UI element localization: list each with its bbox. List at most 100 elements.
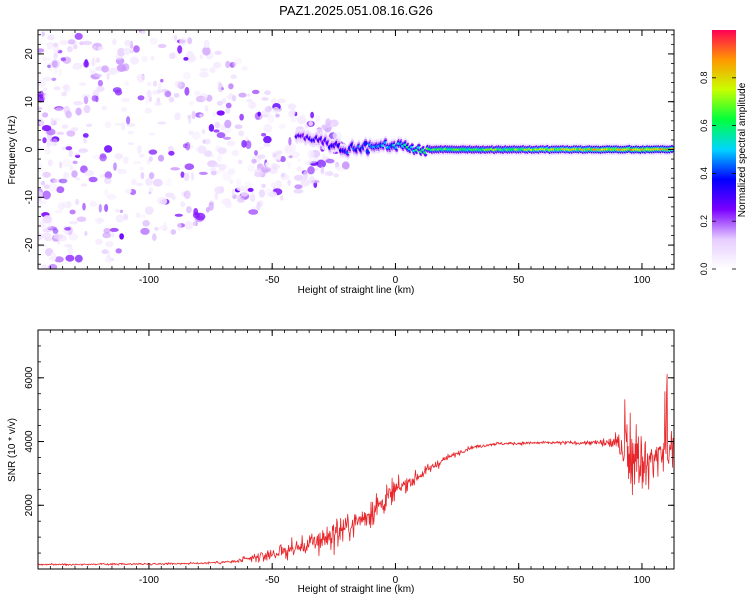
snr-frame (37, 329, 675, 570)
spectrogram-cell (212, 112, 216, 118)
spectrogram-cell (141, 55, 148, 63)
snr-series-line (38, 373, 674, 566)
spectrogram-cell (316, 159, 327, 168)
snr-panel: -100 -50 0 50 100 2000 4000 6000 Height of stra… (7, 329, 675, 595)
colorbar-label: Normalized spectral amplitude (737, 82, 748, 217)
spectrogram-cell (271, 164, 281, 170)
spectrogram-cell (234, 124, 243, 129)
spectrogram-cell (67, 246, 74, 256)
spectrogram-cell (231, 95, 237, 102)
spectrogram-cell (104, 188, 108, 196)
spectrogram-cell (220, 87, 224, 91)
spectrogram-cell (203, 150, 213, 157)
spectrogram-cell (98, 203, 102, 213)
spectrogram-cell (217, 81, 222, 86)
spectrogram-cell (333, 173, 339, 178)
spectrogram-cell (53, 117, 61, 122)
spectrogram-cell (51, 59, 60, 69)
spectrogram-cell (251, 89, 260, 95)
spectrogram-cell (65, 254, 75, 262)
spectrogram-cell (129, 56, 139, 65)
spectrogram-cell (180, 201, 186, 208)
spectrogram-cell (308, 121, 314, 126)
spectrogram-cell (184, 163, 195, 170)
spectrogram-cell (41, 125, 52, 132)
spectrogram-cell (38, 80, 45, 85)
spectrogram-cell (112, 38, 117, 45)
spectrogram-cell (104, 204, 109, 212)
spectrogram-cell (293, 189, 304, 194)
spectrogram-cell (191, 110, 196, 120)
spectrogram-cell (195, 212, 206, 221)
spectrogram-cell (57, 202, 65, 211)
spectrogram-cell (183, 57, 189, 61)
spectrogram-cell (244, 181, 253, 188)
spectrogram-cell (127, 130, 134, 135)
spectrogram-cell (238, 130, 245, 137)
spectrogram-cell (268, 191, 278, 198)
spectrogram-cell (280, 156, 286, 163)
spectrogram-cell (43, 76, 52, 82)
spectrogram-cell (259, 189, 265, 198)
spectrogram-cell (203, 39, 210, 49)
spectrogram-cell (159, 199, 168, 205)
spectrogram-cell (174, 213, 183, 217)
spectrogram-cell (216, 100, 223, 106)
spectrogram-cell (103, 227, 111, 234)
spectrogram-cell (136, 74, 145, 83)
snr-xlabel: Height of straight line (km) (298, 584, 415, 595)
y-tick-label: 2000 (24, 494, 35, 517)
spectrogram-cell (47, 34, 55, 41)
spectrogram-cell (258, 146, 265, 151)
spectrogram-cell (198, 171, 208, 175)
spectrogram-cell (213, 61, 222, 69)
spectrogram-cell (185, 141, 191, 151)
spectrogram-cell (133, 45, 140, 53)
spectrogram-cell (287, 179, 292, 186)
spectrogram-cell (137, 145, 142, 154)
spectrogram-cell (187, 115, 192, 125)
spectrogram-cell (52, 46, 60, 53)
spectrogram-cell (219, 124, 226, 131)
spectrogram-cell (174, 112, 181, 121)
spectrogram-cell (69, 220, 78, 225)
spectrogram-cell (106, 193, 117, 200)
spectrogram-cell (80, 183, 88, 187)
spectrogram-cell (48, 182, 58, 192)
spectrogram-cell (54, 107, 64, 112)
spectrogram-cell (248, 101, 257, 109)
spectrogram-cell (72, 64, 81, 70)
spectrogram-cell (217, 83, 224, 93)
spectrogram-cell (139, 153, 145, 158)
spectrogram-cell (265, 162, 270, 167)
spectrogram-cell (124, 80, 129, 87)
spectrogram-cell (225, 102, 232, 109)
spectrogram-cell (294, 184, 303, 189)
spectrogram-cell (288, 155, 293, 159)
spectrogram-cell (216, 132, 226, 139)
spectrogram-cell (221, 98, 227, 104)
spectrogram-cell (131, 178, 137, 186)
spectrogram-cell (116, 64, 127, 72)
spectrogram-cell (110, 231, 115, 238)
spectrogram-cell (187, 37, 193, 45)
spectrogram-cell (82, 202, 86, 211)
spectrogram-cell (63, 244, 73, 248)
spectrogram-cell (183, 172, 190, 182)
spectrogram-cell (57, 240, 61, 245)
spectrogram-cell (40, 180, 46, 186)
spectrogram-cell (201, 96, 207, 101)
spectrogram-cell (47, 64, 51, 69)
spectrogram-cell (89, 201, 98, 207)
spectrogram-cell (168, 150, 175, 156)
spectrogram-cell (159, 225, 169, 231)
spectrogram-cell (136, 182, 144, 187)
spectrogram-cell (137, 95, 145, 101)
spectrogram-cell (254, 168, 264, 177)
spectrogram-cell (263, 135, 272, 144)
spectrogram-cell (275, 150, 283, 155)
spectrogram-cell (117, 168, 127, 175)
spectrogram-cell (222, 172, 232, 181)
spectrogram-cell (42, 93, 49, 100)
